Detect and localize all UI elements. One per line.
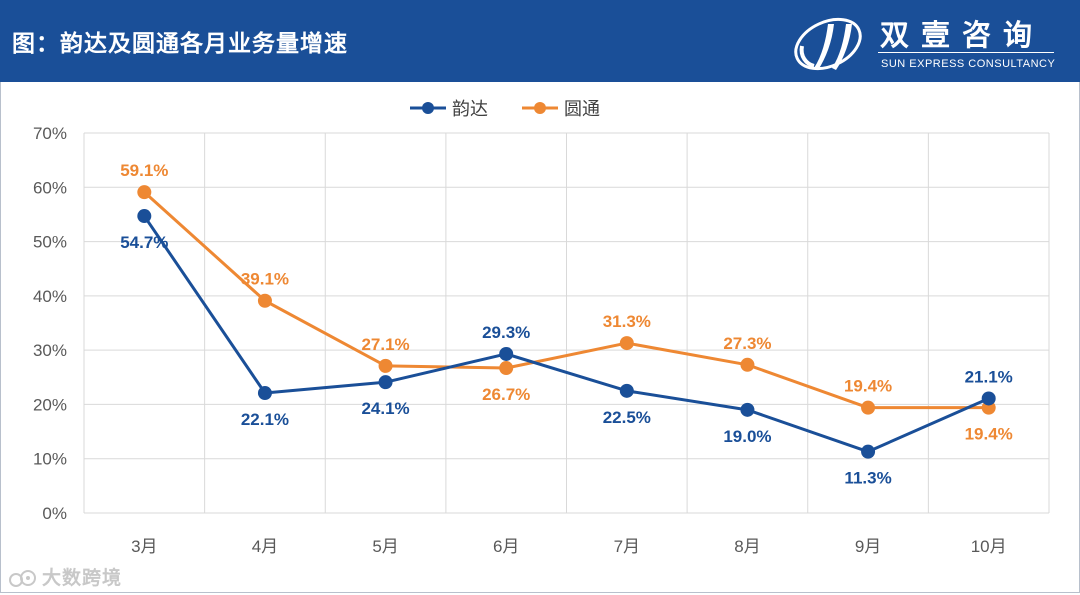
header-banner: 图：韵达及圆通各月业务量增速 双壹咨询 SUN EXPRESS CONSULTA… [0,0,1080,82]
legend-marker-yuantong [534,102,546,114]
data-point-yuantong [257,293,272,308]
data-label-yunda: 19.0% [723,427,771,446]
data-point-yunda [619,383,634,398]
y-tick-label: 30% [33,341,67,360]
brand-subtitle: SUN EXPRESS CONSULTANCY [881,58,1056,70]
data-point-yunda [499,346,514,361]
data-point-yuantong [619,336,634,351]
x-tick-label: 10月 [971,537,1007,556]
data-label-yunda: 22.1% [241,410,289,429]
watermark: 大数跨境 [8,563,122,590]
y-tick-label: 10% [33,450,67,469]
brand-divider [878,52,1054,53]
data-point-yuantong [740,357,755,372]
y-tick-label: 50% [33,233,67,252]
x-tick-label: 8月 [734,537,760,556]
legend-marker-yunda [422,102,434,114]
data-point-yuantong [378,358,393,373]
y-tick-label: 20% [33,395,67,414]
data-label-yunda: 54.7% [120,233,168,252]
x-tick-label: 7月 [614,537,640,556]
data-point-yuantong [137,185,152,200]
data-label-yuantong: 19.4% [844,377,892,396]
data-label-yunda: 11.3% [844,469,891,488]
y-tick-label: 40% [33,287,67,306]
brand-name: 双壹咨询 [880,20,1045,52]
x-tick-label: 6月 [493,537,519,556]
data-label-yuantong: 26.7% [482,385,530,404]
y-tick-label: 70% [33,124,67,143]
data-label-yuantong: 59.1% [120,161,168,180]
x-tick-label: 3月 [131,537,157,556]
x-tick-label: 4月 [252,537,278,556]
data-label-yunda: 21.1% [965,367,1013,386]
watermark-logo-icon [9,569,36,587]
data-label-yunda: 22.5% [603,408,651,427]
data-point-yunda [861,444,876,459]
series-line-yunda [143,215,990,454]
data-point-yunda [137,209,152,224]
y-tick-label: 0% [42,504,67,523]
data-label-yuantong: 31.3% [603,312,651,331]
data-point-yunda [981,391,996,406]
data-label-yuantong: 27.3% [723,334,771,353]
y-tick-label: 60% [33,178,67,197]
chart-title: 图：韵达及圆通各月业务量增速 [12,30,348,56]
legend-label-yunda: 韵达 [452,99,488,119]
x-tick-label: 5月 [372,537,398,556]
data-label-yunda: 24.1% [361,399,409,418]
series-line-yuantong [143,191,989,410]
data-point-yunda [378,375,393,390]
data-label-yuantong: 39.1% [241,270,289,289]
x-tick-label: 9月 [855,537,881,556]
legend-label-yuantong: 圆通 [564,99,600,119]
data-point-yuantong [861,400,876,415]
brand-logo-icon [794,17,862,71]
data-point-yunda [740,402,755,417]
data-label-yunda: 29.3% [482,323,530,342]
data-point-yuantong [499,361,514,376]
watermark-text: 大数跨境 [42,568,123,589]
data-label-yuantong: 27.1% [361,335,409,354]
data-point-yunda [257,386,272,401]
data-label-yuantong: 19.4% [965,425,1013,444]
